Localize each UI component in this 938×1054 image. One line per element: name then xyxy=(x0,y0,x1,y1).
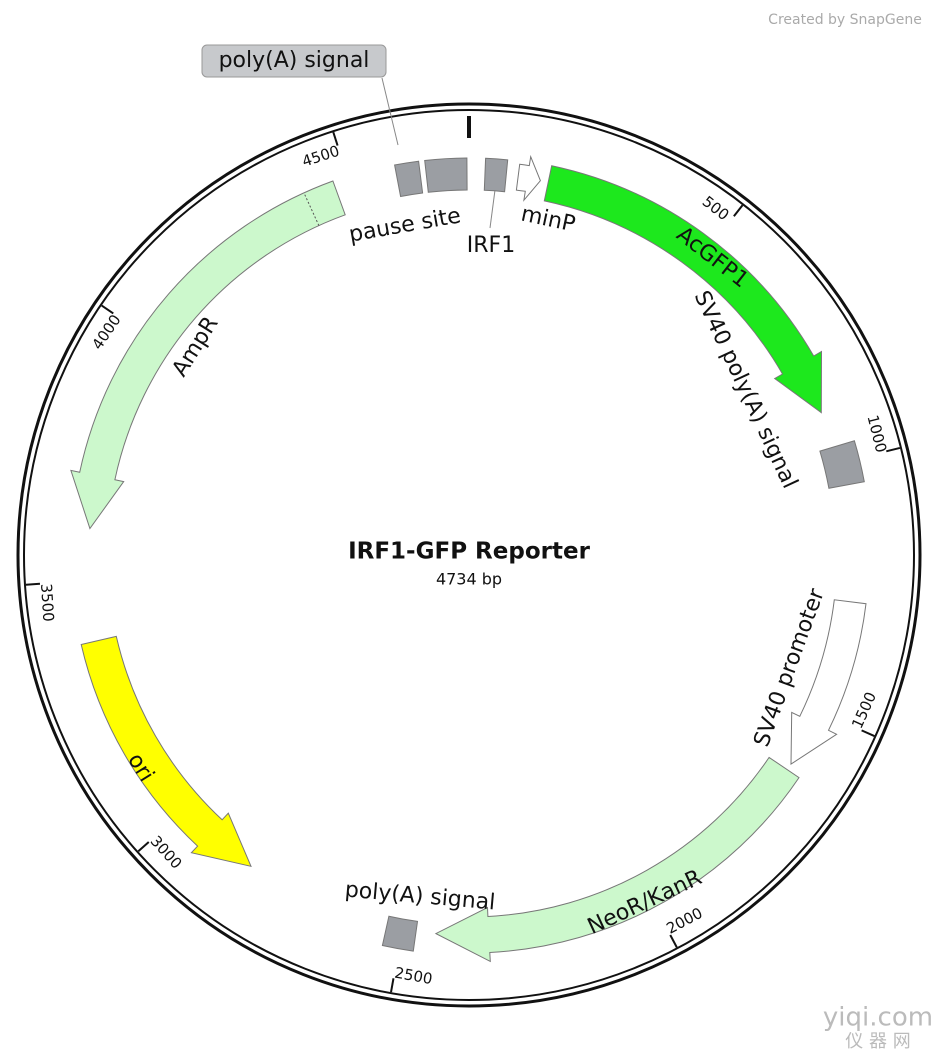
feature-shape xyxy=(543,165,823,414)
tick-mark xyxy=(25,582,41,586)
feature-shape xyxy=(394,160,424,198)
callout-line xyxy=(489,189,496,229)
tick-label: 1500 xyxy=(848,689,880,731)
callout-line xyxy=(381,77,399,146)
tick-label: 500 xyxy=(699,192,733,224)
feature-label: poly(A) signal xyxy=(344,877,496,915)
tick-mark xyxy=(101,304,114,315)
backbone-outer xyxy=(16,102,922,1008)
tick-mark xyxy=(733,204,744,217)
plasmid-size: 4734 bp xyxy=(436,570,502,589)
watermark-site: yiqi.com xyxy=(823,1003,933,1033)
tick-mark xyxy=(669,934,678,948)
feature-label: poly(A) signal xyxy=(219,48,370,73)
tick-mark xyxy=(137,841,150,853)
tick-label: 2000 xyxy=(663,904,705,938)
feature-label: IRF1 xyxy=(467,233,515,258)
tick-mark xyxy=(390,978,395,993)
feature-shape xyxy=(381,915,419,952)
tick-label: 1000 xyxy=(864,413,891,454)
feature-shape xyxy=(80,635,252,868)
tick-label: 3500 xyxy=(37,583,57,622)
feature-shape xyxy=(483,157,509,193)
tick-mark xyxy=(886,446,901,453)
feature-divider xyxy=(303,192,320,226)
plasmid-name: IRF1-GFP Reporter xyxy=(348,539,590,565)
feature-shape xyxy=(70,180,346,530)
tick-mark xyxy=(861,729,875,737)
credit: Created by SnapGene xyxy=(768,12,922,28)
feature-shape xyxy=(434,756,800,963)
tick-label: 2500 xyxy=(393,964,434,988)
feature-shape xyxy=(819,440,865,489)
watermark-name: 仪 器 网 xyxy=(845,1031,910,1052)
feature-shape xyxy=(790,599,867,766)
feature-label: pause site xyxy=(347,203,463,247)
label-box xyxy=(201,44,387,78)
tick-label: 4500 xyxy=(300,142,342,171)
tick-mark xyxy=(332,131,339,146)
feature-shape xyxy=(515,154,541,202)
feature-shape xyxy=(424,157,468,193)
backbone-inner xyxy=(23,109,915,1001)
